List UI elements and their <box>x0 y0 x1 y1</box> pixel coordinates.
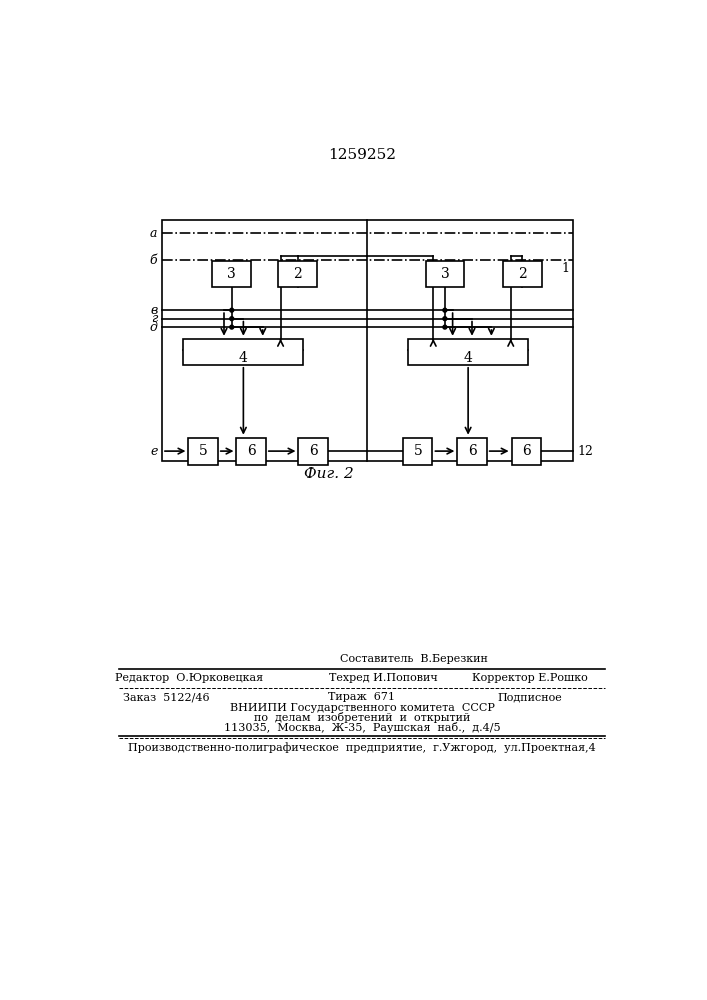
Circle shape <box>443 325 447 329</box>
Text: 4: 4 <box>239 351 248 365</box>
Circle shape <box>230 325 234 329</box>
Bar <box>183 339 303 365</box>
Text: 6: 6 <box>247 444 255 458</box>
Bar <box>403 438 433 465</box>
Text: г: г <box>151 312 158 325</box>
Text: Тираж  671: Тираж 671 <box>329 692 395 702</box>
Bar <box>512 438 541 465</box>
Bar <box>426 261 464 287</box>
Text: Редактор  О.Юрковецкая: Редактор О.Юрковецкая <box>115 673 263 683</box>
Text: 2: 2 <box>518 267 527 281</box>
Text: д: д <box>149 321 158 334</box>
Bar <box>408 339 528 365</box>
Text: 6: 6 <box>467 444 477 458</box>
Text: 6: 6 <box>522 444 531 458</box>
Bar <box>212 261 251 287</box>
Text: 3: 3 <box>228 267 236 281</box>
Text: Производственно-полиграфическое  предприятие,  г.Ужгород,  ул.Проектная,4: Производственно-полиграфическое предприя… <box>128 742 596 753</box>
Text: Фиг. 2: Фиг. 2 <box>304 467 354 481</box>
Text: а: а <box>150 227 158 240</box>
Text: б: б <box>150 254 158 267</box>
Circle shape <box>443 317 447 321</box>
Text: 113035,  Москва,  Ж-35,  Раушская  наб.,  д.4/5: 113035, Москва, Ж-35, Раушская наб., д.4… <box>223 722 501 733</box>
Bar <box>503 261 542 287</box>
Text: Составитель  В.Березкин: Составитель В.Березкин <box>340 654 488 664</box>
Circle shape <box>443 308 447 312</box>
Bar <box>457 438 486 465</box>
Bar <box>188 438 218 465</box>
Text: ВНИИПИ Государственного комитета  СССР: ВНИИПИ Государственного комитета СССР <box>230 703 494 713</box>
Text: 12: 12 <box>578 445 593 458</box>
Text: 5: 5 <box>414 444 422 458</box>
Circle shape <box>230 317 234 321</box>
Bar <box>298 438 328 465</box>
Text: 5: 5 <box>199 444 207 458</box>
Text: Корректор Е.Рошко: Корректор Е.Рошко <box>472 673 588 683</box>
Text: в: в <box>150 304 158 317</box>
Circle shape <box>230 308 234 312</box>
Bar <box>162 220 573 461</box>
Text: 1: 1 <box>561 262 570 275</box>
Bar <box>279 261 317 287</box>
Bar <box>236 438 266 465</box>
Text: Заказ  5122/46: Заказ 5122/46 <box>122 692 209 702</box>
Text: 2: 2 <box>293 267 302 281</box>
Text: 3: 3 <box>440 267 449 281</box>
Text: Техред И.Попович: Техред И.Попович <box>329 673 437 683</box>
Text: 6: 6 <box>309 444 317 458</box>
Text: Подписное: Подписное <box>498 692 563 702</box>
Text: 4: 4 <box>464 351 472 365</box>
Text: по  делам  изобретений  и  открытий: по делам изобретений и открытий <box>254 712 470 723</box>
Text: 1259252: 1259252 <box>328 148 396 162</box>
Text: е: е <box>150 445 158 458</box>
